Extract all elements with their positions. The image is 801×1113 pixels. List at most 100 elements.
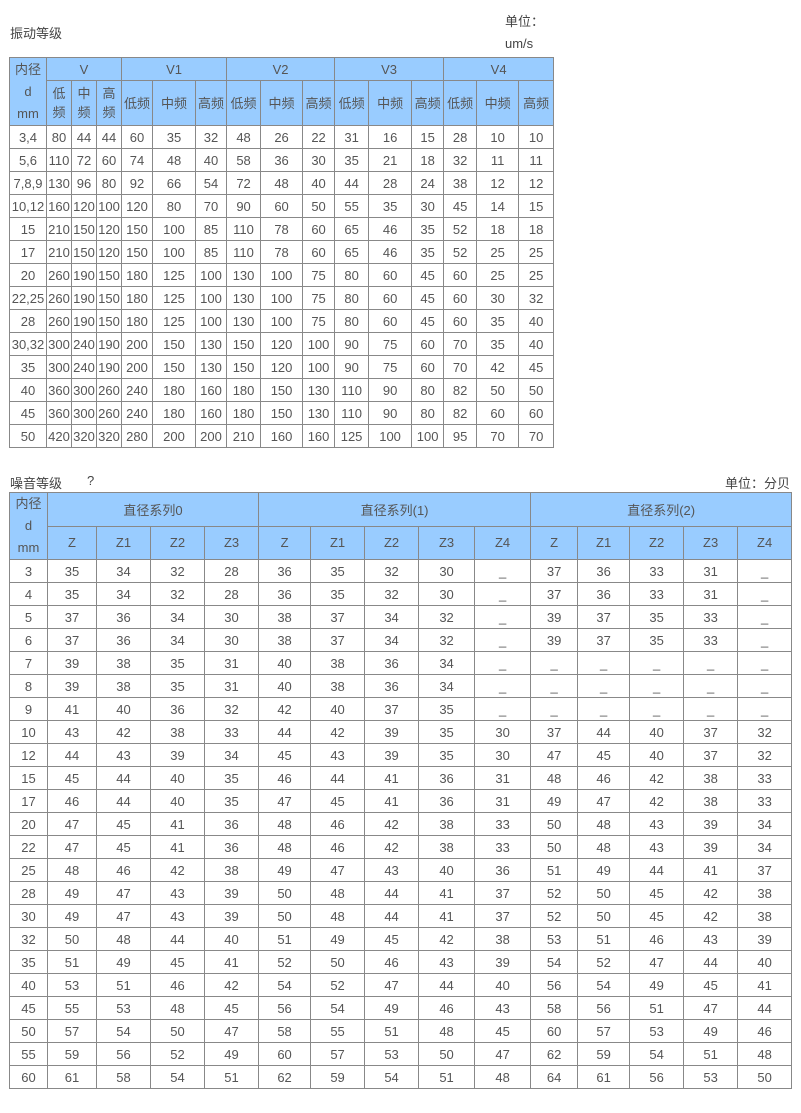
cell-value: 320 bbox=[71, 424, 97, 448]
cell-value: 39 bbox=[203, 881, 260, 905]
cell-value: 40 bbox=[737, 950, 793, 974]
table-row: 28 49 47 43 39 50 48 44 41 37 52 50 45 42 38 bbox=[9, 881, 793, 905]
header-sub-z3: Z3 bbox=[203, 525, 260, 560]
cell-value: 78 bbox=[260, 240, 304, 264]
cell-value: 60 bbox=[518, 401, 555, 425]
cell-value: 72 bbox=[226, 171, 262, 195]
cell-value: 37 bbox=[683, 743, 739, 767]
cell-inner-diameter: 3 bbox=[9, 559, 48, 583]
cell-value: 14 bbox=[476, 194, 520, 218]
cell-value: 41 bbox=[683, 858, 739, 882]
cell-value: 80 bbox=[46, 125, 72, 149]
cell-inner-diameter: 8 bbox=[9, 674, 48, 698]
cell-value: 25 bbox=[476, 240, 520, 264]
cell-value: 40 bbox=[203, 927, 260, 951]
cell-value: 50 bbox=[577, 881, 631, 905]
cell-value: _ bbox=[737, 605, 793, 629]
cell-value: 42 bbox=[364, 812, 420, 836]
table-row: 40 53 51 46 42 54 52 47 44 40 56 54 49 45 41 bbox=[9, 973, 793, 997]
cell-value: 100 bbox=[260, 286, 304, 310]
cell-value: 41 bbox=[418, 881, 476, 905]
cell-value: 36 bbox=[474, 858, 532, 882]
cell-value: 110 bbox=[334, 401, 370, 425]
cell-value: 49 bbox=[530, 789, 579, 813]
noise-title-mark: ? bbox=[87, 473, 95, 488]
cell-value: 180 bbox=[226, 401, 262, 425]
cell-value: 46 bbox=[737, 1019, 793, 1043]
cell-value: 53 bbox=[683, 1065, 739, 1089]
cell-value: _ bbox=[530, 674, 579, 698]
cell-value: 30 bbox=[418, 582, 476, 606]
cell-value: 125 bbox=[152, 263, 197, 287]
cell-value: 100 bbox=[302, 355, 336, 379]
header-sub-high-freq: 高频 bbox=[518, 80, 555, 126]
cell-value: 39 bbox=[530, 628, 579, 652]
cell-value: 70 bbox=[443, 355, 478, 379]
table-row: 6 37 36 34 30 38 37 34 32 _ 39 37 35 33 _ bbox=[9, 628, 793, 652]
cell-value: 190 bbox=[71, 286, 97, 310]
cell-value: 90 bbox=[226, 194, 262, 218]
cell-value: 48 bbox=[152, 148, 197, 172]
cell-value: 56 bbox=[629, 1065, 685, 1089]
cell-inner-diameter: 20 bbox=[9, 263, 47, 287]
cell-value: 38 bbox=[310, 674, 366, 698]
cell-value: 110 bbox=[334, 378, 370, 402]
cell-value: 37 bbox=[530, 582, 579, 606]
cell-value: 35 bbox=[47, 582, 97, 606]
cell-value: 50 bbox=[577, 904, 631, 928]
cell-value: 10 bbox=[518, 125, 555, 149]
cell-value: 53 bbox=[96, 996, 151, 1020]
cell-value: 44 bbox=[577, 720, 631, 744]
table-row: 28 260 190 150 180 125 100 130 100 75 80 60 45 60 35 40 bbox=[9, 309, 555, 333]
cell-value: 260 bbox=[46, 263, 72, 287]
vibration-title: 振动等级 bbox=[10, 26, 63, 41]
cell-inner-diameter: 30,32 bbox=[9, 332, 47, 356]
cell-value: 48 bbox=[96, 927, 151, 951]
table-row: 17 210 150 120 150 100 85 110 78 60 65 46 35 52 25 25 bbox=[9, 240, 555, 264]
cell-value: 95 bbox=[443, 424, 478, 448]
cell-value: 51 bbox=[629, 996, 685, 1020]
header-sub-low-freq: 低频 bbox=[443, 80, 478, 126]
header-group-v3: V3 bbox=[334, 57, 445, 81]
table-row: 7,8,9 130 96 80 92 66 54 72 48 40 44 28 24 38 12 12 bbox=[9, 171, 555, 195]
cell-value: 47 bbox=[96, 881, 151, 905]
cell-value: 45 bbox=[411, 309, 445, 333]
cell-value: 54 bbox=[629, 1042, 685, 1066]
header-sub-mid-freq: 中频 bbox=[368, 80, 413, 126]
cell-value: 53 bbox=[364, 1042, 420, 1066]
cell-value: 28 bbox=[368, 171, 413, 195]
cell-value: 45 bbox=[683, 973, 739, 997]
cell-value: 82 bbox=[443, 378, 478, 402]
cell-value: 38 bbox=[96, 651, 151, 675]
table-row: 25 48 46 42 38 49 47 43 40 36 51 49 44 41 37 bbox=[9, 858, 793, 882]
vibration-unit-label: 单位： bbox=[505, 14, 545, 29]
cell-value: 37 bbox=[310, 628, 366, 652]
cell-value: 35 bbox=[411, 217, 445, 241]
cell-value: 33 bbox=[629, 559, 685, 583]
cell-value: 80 bbox=[334, 286, 370, 310]
cell-value: 64 bbox=[530, 1065, 579, 1089]
table-row: 20 260 190 150 180 125 100 130 100 75 80 60 45 60 25 25 bbox=[9, 263, 555, 287]
cell-value: 48 bbox=[577, 835, 631, 859]
cell-value: 125 bbox=[334, 424, 370, 448]
cell-value: 75 bbox=[368, 332, 413, 356]
header-sub-mid-freq: 中频 bbox=[476, 80, 520, 126]
vibration-table: 内径 d mm V V1 V2 V3 V4 低频中频高频低频 中频 高频 低频 中频 高频 低频… bbox=[9, 57, 555, 448]
header-sub-z: Z bbox=[47, 525, 97, 560]
cell-value: 59 bbox=[47, 1042, 97, 1066]
cell-value: 74 bbox=[121, 148, 154, 172]
cell-value: 43 bbox=[150, 881, 205, 905]
cell-value: 180 bbox=[152, 378, 197, 402]
table-row: 3 35 34 32 28 36 35 32 30 _ 37 36 33 31 _ bbox=[9, 559, 793, 583]
cell-value: 35 bbox=[310, 559, 366, 583]
cell-value: 62 bbox=[258, 1065, 312, 1089]
cell-value: 190 bbox=[95, 355, 123, 379]
cell-value: 47 bbox=[577, 789, 631, 813]
cell-value: 40 bbox=[629, 743, 685, 767]
cell-value: 56 bbox=[258, 996, 312, 1020]
noise-table: 内径 d mm 直径系列0 直径系列(1) 直径系列(2) Z Z1 Z2 Z3 Z Z1 Z2… bbox=[9, 492, 793, 1089]
cell-value: 43 bbox=[150, 904, 205, 928]
cell-value: 240 bbox=[71, 332, 97, 356]
cell-value: 90 bbox=[368, 401, 413, 425]
cell-value: 34 bbox=[418, 674, 476, 698]
